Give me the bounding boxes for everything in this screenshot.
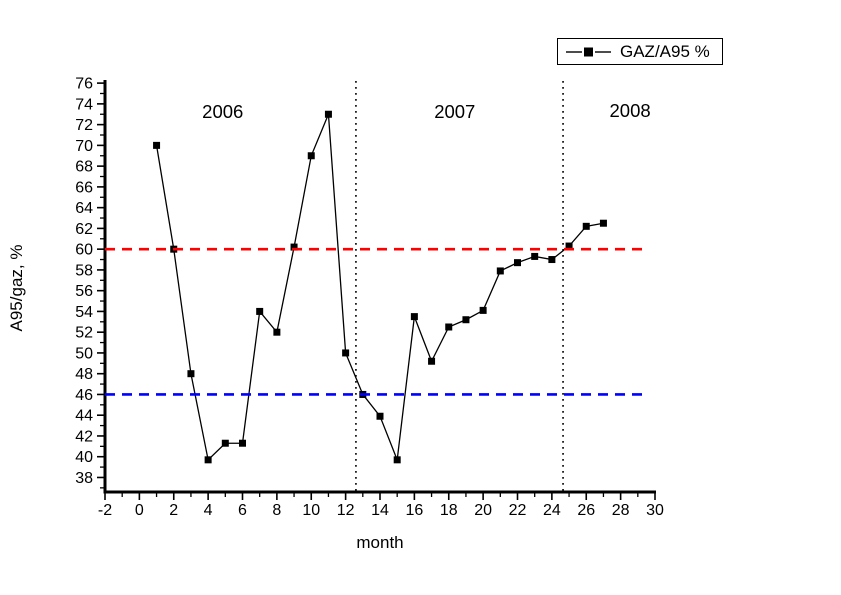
x-tick-label: 18 <box>440 502 458 519</box>
y-tick-label: 50 <box>75 345 93 362</box>
y-tick-label: 60 <box>75 242 93 259</box>
data-point-marker <box>410 313 418 321</box>
x-tick-label: 26 <box>577 502 595 519</box>
data-point-marker <box>565 242 573 250</box>
data-point-marker <box>221 439 229 447</box>
data-point-marker <box>428 357 436 365</box>
y-tick-label: 48 <box>75 366 93 383</box>
y-tick-label: 72 <box>75 117 93 134</box>
x-tick-label: 4 <box>204 502 213 519</box>
year-annotation: 2008 <box>610 100 651 121</box>
x-axis-title: month <box>356 533 404 552</box>
x-tick-label: 24 <box>543 502 561 519</box>
x-tick-label: 6 <box>238 502 247 519</box>
x-tick-label: 12 <box>337 502 355 519</box>
year-annotation: 2007 <box>434 101 475 122</box>
x-tick-label: 16 <box>405 502 423 519</box>
x-tick-label: 0 <box>135 502 144 519</box>
y-tick-label: 40 <box>75 449 93 466</box>
data-point-marker <box>187 370 195 378</box>
x-tick-label: 20 <box>474 502 492 519</box>
y-tick-label: 74 <box>75 96 93 113</box>
x-tick-label: 2 <box>169 502 178 519</box>
data-point-marker <box>582 222 590 230</box>
data-point-marker <box>204 456 212 464</box>
data-point-marker <box>342 349 350 357</box>
y-tick-label: 68 <box>75 159 93 176</box>
y-tick-label: 46 <box>75 387 93 404</box>
x-tick-label: 8 <box>272 502 281 519</box>
x-tick-label: 10 <box>302 502 320 519</box>
x-tick-label: 14 <box>371 502 389 519</box>
data-point-marker <box>548 256 556 264</box>
data-point-marker <box>479 306 487 314</box>
data-point-marker <box>599 219 607 227</box>
data-point-marker <box>239 439 246 447</box>
legend-label: GAZ/A95 % <box>620 41 710 61</box>
y-tick-label: 52 <box>75 325 93 342</box>
y-axis-title: A95/gaz, % <box>7 244 26 332</box>
x-axis-ticks: -2 0 2 4 6 8 10 12 14 16 18 20 22 24 26 28 30 <box>98 493 664 519</box>
y-tick-label: 62 <box>75 221 93 238</box>
data-point-marker <box>393 456 401 464</box>
y-tick-label: 64 <box>75 200 93 217</box>
series-markers <box>153 110 607 464</box>
data-point-marker <box>496 267 504 275</box>
y-tick-label: 42 <box>75 428 93 445</box>
data-point-marker <box>256 307 264 315</box>
y-tick-label: 44 <box>75 408 93 425</box>
y-tick-label: 38 <box>75 470 93 487</box>
y-tick-label: 76 <box>75 76 93 93</box>
data-point-marker <box>290 243 298 251</box>
y-tick-label: 66 <box>75 179 93 196</box>
y-tick-label: 56 <box>75 283 93 300</box>
data-point-marker <box>514 259 521 267</box>
x-tick-label: 28 <box>612 502 630 519</box>
data-point-marker <box>324 110 332 118</box>
y-axis-ticks: 38 40 42 44 46 48 50 52 54 56 58 60 62 64 66 68 70 72 74 76 <box>75 76 104 489</box>
year-annotation: 2006 <box>202 101 243 122</box>
legend: GAZ/A95 % <box>557 38 723 65</box>
data-point-marker <box>273 328 281 336</box>
series-line <box>155 113 604 462</box>
y-tick-label: 54 <box>75 304 93 321</box>
data-point-marker <box>153 141 161 149</box>
y-tick-label: 70 <box>75 138 93 155</box>
data-point-marker <box>307 152 315 160</box>
data-point-marker <box>445 323 453 331</box>
x-tick-label: 30 <box>646 502 664 519</box>
data-point-marker <box>376 412 384 420</box>
legend-square-marker-icon <box>584 47 593 56</box>
legend-symbol <box>566 47 611 56</box>
y-tick-label: 58 <box>75 262 93 279</box>
data-point-marker <box>462 316 470 324</box>
data-point-marker <box>531 252 539 260</box>
x-tick-label: -2 <box>98 502 112 519</box>
x-tick-label: 22 <box>509 502 527 519</box>
